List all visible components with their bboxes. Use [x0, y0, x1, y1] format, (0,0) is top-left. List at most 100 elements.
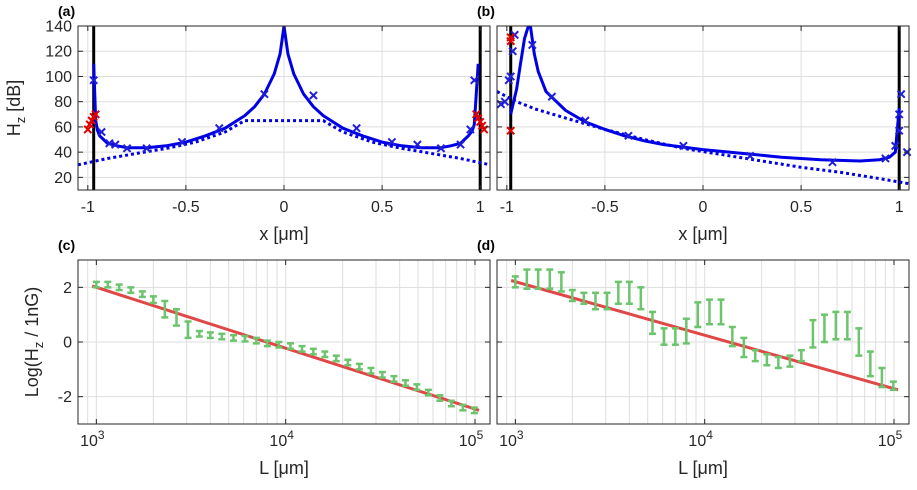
panel-b: -1 -0.5 0 0.5 1 x [μm] (b)	[477, 3, 912, 244]
x-tick-label: 103	[499, 428, 524, 450]
error-bar	[241, 334, 249, 343]
error-bar	[637, 286, 645, 311]
data-point	[508, 46, 518, 56]
tick-marks	[78, 260, 490, 424]
error-bar	[309, 347, 317, 356]
x-tick-label: 1	[895, 199, 904, 216]
error-bar	[149, 295, 157, 305]
error-bar	[866, 350, 874, 378]
y-axis-label: Hz [dB]	[4, 80, 28, 137]
panel-c: 103 104 105 -2 0 2 L [μm] Log(Hz / 1nG) (c)	[22, 237, 491, 478]
error-bar	[878, 366, 886, 389]
fit-line	[510, 279, 899, 392]
x-tick-label: -1	[500, 199, 514, 216]
data-point	[881, 154, 890, 163]
model-curve	[509, 26, 901, 163]
error-bar	[889, 380, 897, 392]
data-point	[122, 144, 132, 153]
error-bar	[401, 379, 409, 387]
y-tick-label: 2	[63, 280, 72, 297]
y-tick-label: 80	[54, 94, 72, 111]
x-tick-label: 0.5	[371, 199, 393, 216]
x-tick-label: -0.5	[172, 199, 200, 216]
x-tick-label: -0.5	[591, 199, 619, 216]
data-point	[110, 140, 120, 149]
x-tick-label: 105	[459, 428, 484, 450]
data-point	[896, 89, 906, 99]
data-point	[387, 137, 397, 147]
panel-label: (d)	[477, 237, 495, 253]
error-bar	[546, 268, 554, 290]
model-curve	[92, 26, 480, 150]
error-bar	[206, 331, 214, 340]
data-point	[83, 125, 93, 134]
error-bar	[625, 280, 633, 305]
data-point	[413, 140, 422, 149]
error-bar	[321, 350, 329, 359]
data-point	[97, 127, 106, 137]
data-point	[894, 126, 904, 136]
data-point	[894, 110, 904, 119]
grid	[497, 25, 909, 190]
error-bar	[104, 280, 112, 289]
error-bar	[797, 348, 805, 363]
data-point	[177, 137, 187, 147]
error-bar	[820, 313, 828, 344]
error-bar	[728, 325, 736, 348]
grid	[77, 260, 490, 424]
error-bar	[195, 329, 203, 338]
error-bar	[275, 340, 283, 349]
error-bar	[534, 268, 542, 290]
error-bar	[92, 280, 100, 289]
error-bar	[115, 283, 123, 292]
data-point	[624, 131, 633, 141]
error-bar	[447, 399, 455, 408]
error-bar	[660, 327, 668, 346]
error-bar	[263, 339, 271, 348]
x-axis-label: L [μm]	[678, 458, 728, 478]
error-bar	[786, 354, 794, 368]
asymptote-curve	[78, 119, 490, 167]
plot-area	[91, 280, 480, 415]
x-tick-label: 0.5	[790, 199, 812, 216]
error-bar	[648, 310, 656, 336]
error-bar	[298, 344, 306, 353]
error-bar	[172, 307, 180, 327]
error-bar	[694, 301, 702, 329]
error-bar	[523, 268, 531, 290]
x-tick-label: 0	[280, 199, 289, 216]
y-tick-label: 140	[45, 19, 72, 36]
x-tick-label: 104	[688, 428, 713, 450]
error-bar	[413, 383, 421, 392]
data-point	[260, 89, 269, 99]
x-tick-label: -1	[81, 199, 95, 216]
error-bar	[855, 327, 863, 357]
panel-label: (a)	[58, 3, 75, 19]
x-axis-label: x [μm]	[259, 224, 308, 244]
error-bar	[591, 291, 599, 311]
data-point	[828, 157, 837, 167]
error-bar	[671, 327, 679, 346]
data-point	[214, 123, 224, 133]
y-tick-label: 0	[63, 335, 72, 352]
y-tick-label: 60	[54, 119, 72, 136]
error-bar	[332, 354, 340, 363]
x-tick-label: 105	[878, 428, 903, 450]
x-tick-label: 104	[269, 428, 294, 450]
y-tick-label: -2	[58, 389, 72, 406]
error-bar	[127, 286, 135, 295]
x-tick-label: 103	[80, 428, 105, 450]
x-axis-label: L [μm]	[259, 458, 309, 478]
panel-label: (b)	[477, 3, 495, 19]
error-bar	[740, 336, 748, 359]
error-bar	[229, 333, 237, 342]
plot-area	[510, 268, 899, 392]
asymptote-curve	[497, 90, 909, 186]
error-bar	[774, 355, 782, 370]
error-bar	[344, 358, 352, 367]
error-bar	[459, 403, 467, 412]
data-point	[500, 97, 510, 106]
data-point	[580, 116, 590, 125]
error-bar	[355, 362, 363, 371]
error-bar	[809, 318, 817, 349]
